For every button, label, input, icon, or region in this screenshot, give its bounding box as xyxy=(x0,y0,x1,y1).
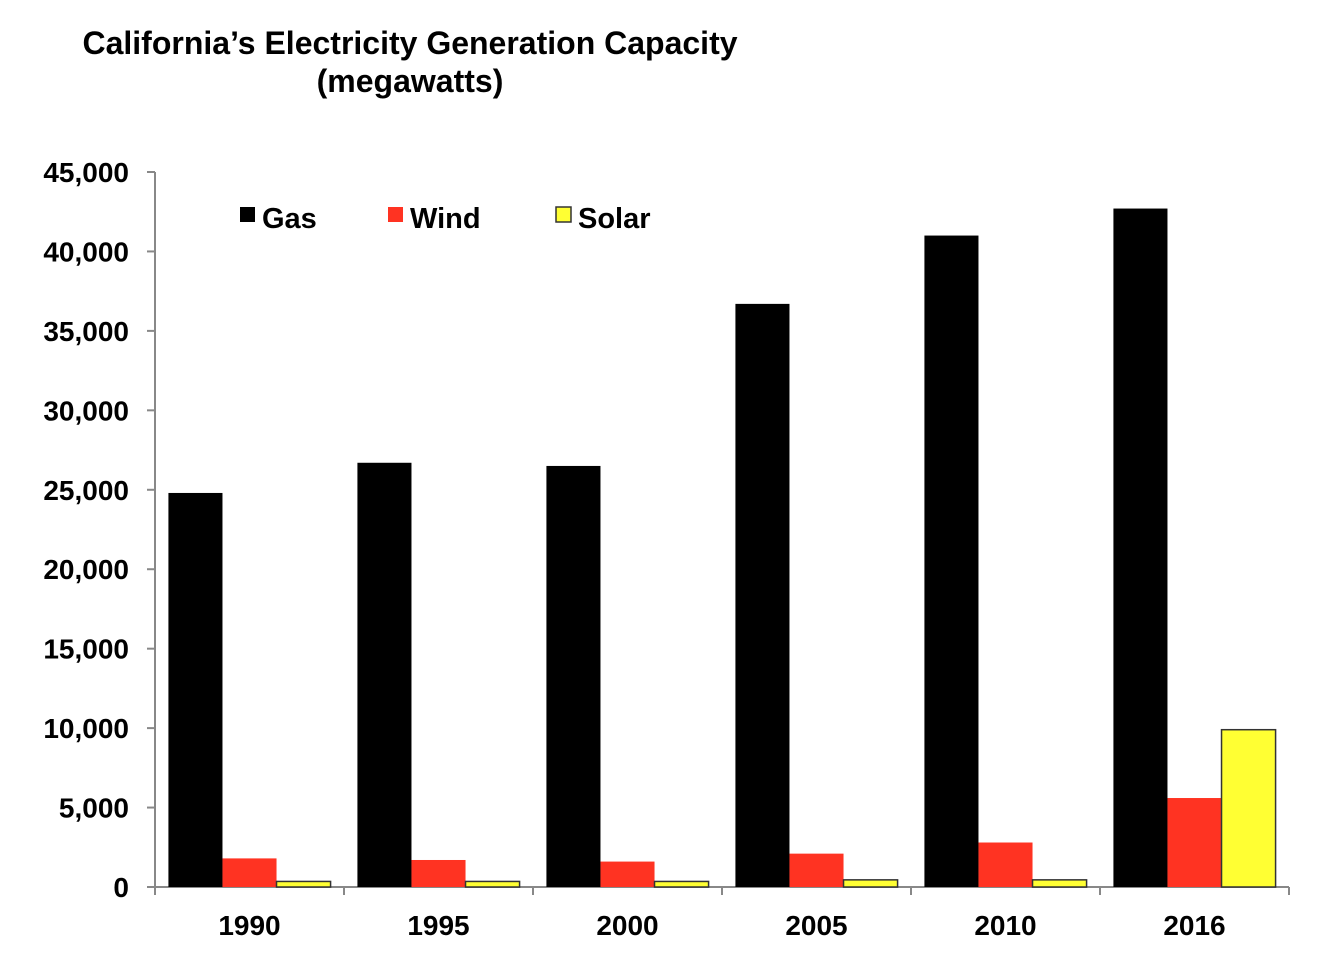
legend-label-solar: Solar xyxy=(578,203,651,235)
x-tick-label: 2005 xyxy=(785,910,847,941)
y-tick-label: 30,000 xyxy=(43,395,129,426)
bar-solar-1990 xyxy=(275,880,332,888)
x-tick-label: 2016 xyxy=(1163,910,1225,941)
y-tick-label: 0 xyxy=(113,872,129,903)
bar-gas-1990 xyxy=(168,492,223,887)
x-tick-label: 2010 xyxy=(974,910,1036,941)
bar-solar-1995 xyxy=(464,880,521,888)
bar-solar-2016 xyxy=(1220,728,1277,888)
bar-wind-2010 xyxy=(978,842,1033,887)
y-tick-label: 10,000 xyxy=(43,713,129,744)
bar-solar-2000 xyxy=(653,880,710,888)
y-tick-label: 15,000 xyxy=(43,634,129,665)
bar-gas-2016 xyxy=(1113,208,1168,888)
legend-swatch-wind xyxy=(388,207,403,222)
y-tick-label: 25,000 xyxy=(43,475,129,506)
bar-wind-2005 xyxy=(789,853,844,887)
x-tick-label: 1995 xyxy=(407,910,469,941)
y-tick-label: 5,000 xyxy=(59,793,129,824)
y-tick-label: 45,000 xyxy=(43,157,129,188)
bar-solar-2005 xyxy=(842,879,899,888)
chart-subtitle: (megawatts) xyxy=(317,63,504,99)
plot-area: 0 5,000 10,000 15,000 20,000 25,000 30,000 35,0… xyxy=(43,157,1290,941)
y-tick-label: 20,000 xyxy=(43,554,129,585)
y-tick-label: 40,000 xyxy=(43,236,129,267)
legend-swatch-solar xyxy=(555,206,572,223)
y-tick-label: 35,000 xyxy=(43,316,129,347)
chart-title: California’s Electricity Generation Capa… xyxy=(82,25,737,61)
bar-wind-1990 xyxy=(222,858,277,887)
bar-wind-2000 xyxy=(600,861,655,887)
legend-swatch-gas xyxy=(240,207,255,222)
x-tick-label: 2000 xyxy=(596,910,658,941)
x-tick-label: 1990 xyxy=(218,910,280,941)
bar-gas-2010 xyxy=(924,235,979,888)
legend: Gas Wind Solar xyxy=(240,203,651,235)
legend-label-gas: Gas xyxy=(262,203,317,235)
bar-gas-2005 xyxy=(735,303,790,887)
bar-gas-2000 xyxy=(546,465,601,887)
bar-wind-2016 xyxy=(1167,798,1222,887)
legend-label-wind: Wind xyxy=(410,203,481,235)
bar-wind-1995 xyxy=(411,859,466,887)
bar-gas-1995 xyxy=(357,462,412,887)
bar-solar-2010 xyxy=(1031,879,1088,888)
